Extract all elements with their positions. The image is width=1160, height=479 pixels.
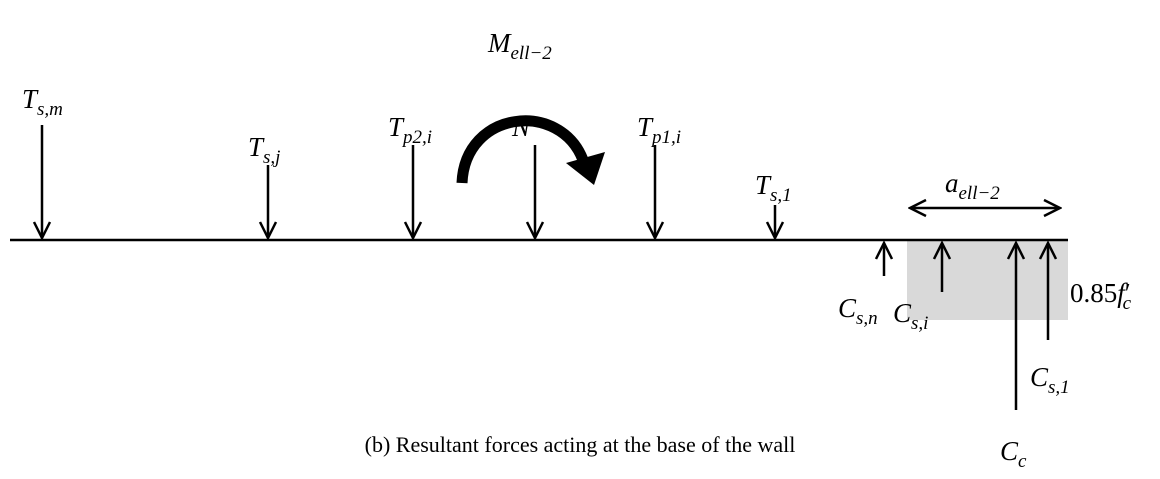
label-symbol: T [755, 170, 772, 200]
force-label: Cs,n [838, 293, 878, 329]
label-subscript: s,n [856, 308, 878, 329]
label-symbol: T [637, 112, 654, 142]
force-label: N [511, 112, 532, 142]
label-symbol: C [838, 293, 857, 323]
label-subscript: p1,i [650, 127, 681, 148]
caption: (b) Resultant forces acting at the base … [365, 432, 796, 457]
label-subscript: ell−2 [959, 183, 1001, 204]
label-subscript: s,j [263, 147, 280, 168]
label-symbol: N [511, 112, 532, 142]
label-symbol: C [1030, 362, 1049, 392]
force-label: Tp2,i [388, 112, 432, 148]
moment-arrowhead [566, 152, 605, 185]
force-label: 0.85f′c [1070, 278, 1132, 314]
moment-arc [456, 115, 589, 184]
tension-arrows [42, 125, 775, 238]
label-subscript: c [1123, 293, 1132, 314]
label-symbol: a [945, 168, 959, 198]
force-label: Cs,1 [1030, 362, 1070, 398]
label-symbol: T [22, 84, 39, 114]
label-subscript: p2,i [401, 127, 432, 148]
label-prime: ′ [1125, 278, 1131, 308]
label-subscript: s,m [37, 99, 63, 120]
force-label: aell−2 [945, 168, 1000, 204]
compression-arrows [884, 243, 1048, 410]
label-symbol: T [388, 112, 405, 142]
label-symbol: f [1117, 278, 1128, 308]
label-symbol: C [893, 298, 912, 328]
label-symbol: M [487, 28, 512, 58]
label-symbol: T [248, 132, 265, 162]
stress-block [907, 240, 1068, 320]
label-subscript: s,1 [770, 185, 792, 206]
force-label: Cs,i [893, 298, 928, 334]
force-label: Ts,j [248, 132, 280, 168]
force-label: Ts,m [22, 84, 63, 120]
force-label: Tp1,i [637, 112, 681, 148]
label-symbol: C [1000, 436, 1019, 466]
label-subscript: s,i [911, 313, 928, 334]
force-label: Cc [1000, 436, 1027, 472]
force-label: Mell−2 [487, 28, 552, 64]
label-subscript: ell−2 [511, 43, 553, 64]
label-subscript: c [1018, 451, 1027, 472]
label-subscript: s,1 [1048, 377, 1070, 398]
label-number: 0.85 [1070, 278, 1117, 308]
force-label: Ts,1 [755, 170, 792, 206]
